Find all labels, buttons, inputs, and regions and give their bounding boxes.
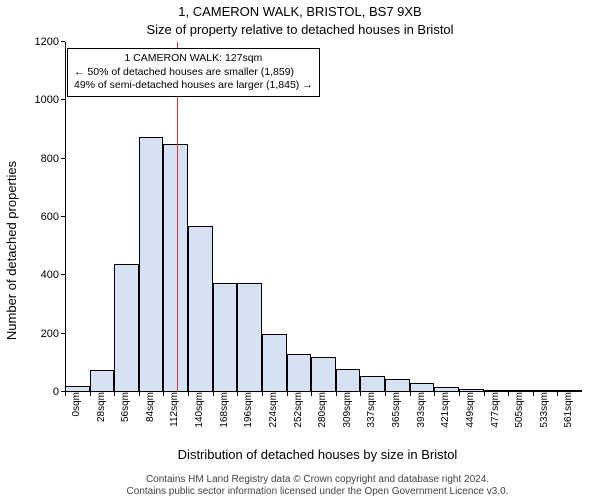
- histogram-bar: [213, 283, 238, 392]
- x-tick-label: 196sqm: [241, 392, 254, 428]
- annotation-line: 49% of semi-detached houses are larger (…: [74, 79, 313, 93]
- x-tick-mark: [311, 392, 312, 396]
- x-tick-mark: [385, 392, 386, 396]
- footer-line2: Contains public sector information licen…: [45, 486, 590, 498]
- histogram-bar: [188, 226, 213, 392]
- annotation-box: 1 CAMERON WALK: 127sqm← 50% of detached …: [67, 48, 320, 97]
- chart-title-line1: 1, CAMERON WALK, BRISTOL, BS7 9XB: [0, 4, 600, 19]
- x-tick-label: 28sqm: [94, 392, 107, 422]
- attribution-footer: Contains HM Land Registry data © Crown c…: [45, 474, 590, 498]
- x-tick-label: 337sqm: [364, 392, 377, 428]
- y-axis-line: [65, 42, 66, 392]
- histogram-bar: [311, 357, 336, 392]
- x-tick-label: 56sqm: [118, 392, 131, 422]
- x-tick-mark: [139, 392, 140, 396]
- x-tick-mark: [557, 392, 558, 396]
- y-tick-mark: [61, 41, 65, 42]
- y-tick-label: 600: [41, 211, 65, 223]
- x-tick-label: 393sqm: [414, 392, 427, 428]
- x-tick-mark: [163, 392, 164, 396]
- y-tick-mark: [61, 99, 65, 100]
- x-tick-mark: [360, 392, 361, 396]
- y-tick-mark: [61, 274, 65, 275]
- x-tick-label: 449sqm: [463, 392, 476, 428]
- x-tick-mark: [65, 392, 66, 396]
- plot-area: 1 CAMERON WALK: 127sqm← 50% of detached …: [65, 42, 575, 392]
- y-tick-label: 200: [41, 328, 65, 340]
- histogram-bar: [287, 354, 312, 392]
- chart-title-line2: Size of property relative to detached ho…: [0, 22, 600, 37]
- x-tick-mark: [336, 392, 337, 396]
- histogram-bar: [262, 334, 287, 392]
- y-tick-label: 1200: [35, 36, 65, 48]
- y-tick-mark: [61, 333, 65, 334]
- histogram-bar: [336, 369, 361, 392]
- x-tick-mark: [262, 392, 263, 396]
- x-tick-mark: [484, 392, 485, 396]
- x-tick-mark: [508, 392, 509, 396]
- x-tick-label: 0sqm: [69, 392, 82, 416]
- x-tick-label: 168sqm: [217, 392, 230, 428]
- y-tick-label: 0: [53, 386, 65, 398]
- x-tick-label: 140sqm: [192, 392, 205, 428]
- footer-line1: Contains HM Land Registry data © Crown c…: [45, 474, 590, 486]
- x-tick-mark: [237, 392, 238, 396]
- x-tick-label: 112sqm: [167, 392, 180, 427]
- x-tick-mark: [410, 392, 411, 396]
- x-tick-label: 505sqm: [512, 392, 525, 428]
- x-tick-mark: [287, 392, 288, 396]
- x-tick-label: 309sqm: [340, 392, 353, 428]
- x-tick-label: 365sqm: [389, 392, 402, 428]
- x-tick-mark: [459, 392, 460, 396]
- x-tick-label: 561sqm: [561, 392, 574, 428]
- histogram-bar: [90, 370, 115, 392]
- histogram-bar: [360, 376, 385, 392]
- x-tick-label: 224sqm: [266, 392, 279, 428]
- x-tick-mark: [114, 392, 115, 396]
- annotation-line: 1 CAMERON WALK: 127sqm: [74, 52, 313, 66]
- y-tick-label: 800: [41, 153, 65, 165]
- x-tick-label: 280sqm: [315, 392, 328, 428]
- y-tick-mark: [61, 158, 65, 159]
- x-tick-label: 252sqm: [291, 392, 304, 428]
- x-tick-mark: [213, 392, 214, 396]
- y-axis-label: Number of detached properties: [2, 0, 22, 500]
- y-tick-label: 400: [41, 269, 65, 281]
- histogram-bar: [237, 283, 262, 392]
- x-tick-label: 421sqm: [438, 392, 451, 428]
- x-tick-mark: [90, 392, 91, 396]
- x-axis-label: Distribution of detached houses by size …: [45, 447, 590, 462]
- histogram-bar: [114, 264, 139, 392]
- annotation-line: ← 50% of detached houses are smaller (1,…: [74, 66, 313, 80]
- x-tick-label: 84sqm: [143, 392, 156, 422]
- y-tick-mark: [61, 216, 65, 217]
- x-tick-mark: [188, 392, 189, 396]
- y-tick-label: 1000: [35, 94, 65, 106]
- x-tick-label: 477sqm: [488, 392, 501, 428]
- x-tick-mark: [434, 392, 435, 396]
- x-tick-label: 533sqm: [537, 392, 550, 428]
- property-size-histogram: 1, CAMERON WALK, BRISTOL, BS7 9XB Size o…: [0, 0, 600, 500]
- x-tick-mark: [533, 392, 534, 396]
- histogram-bar: [139, 137, 164, 392]
